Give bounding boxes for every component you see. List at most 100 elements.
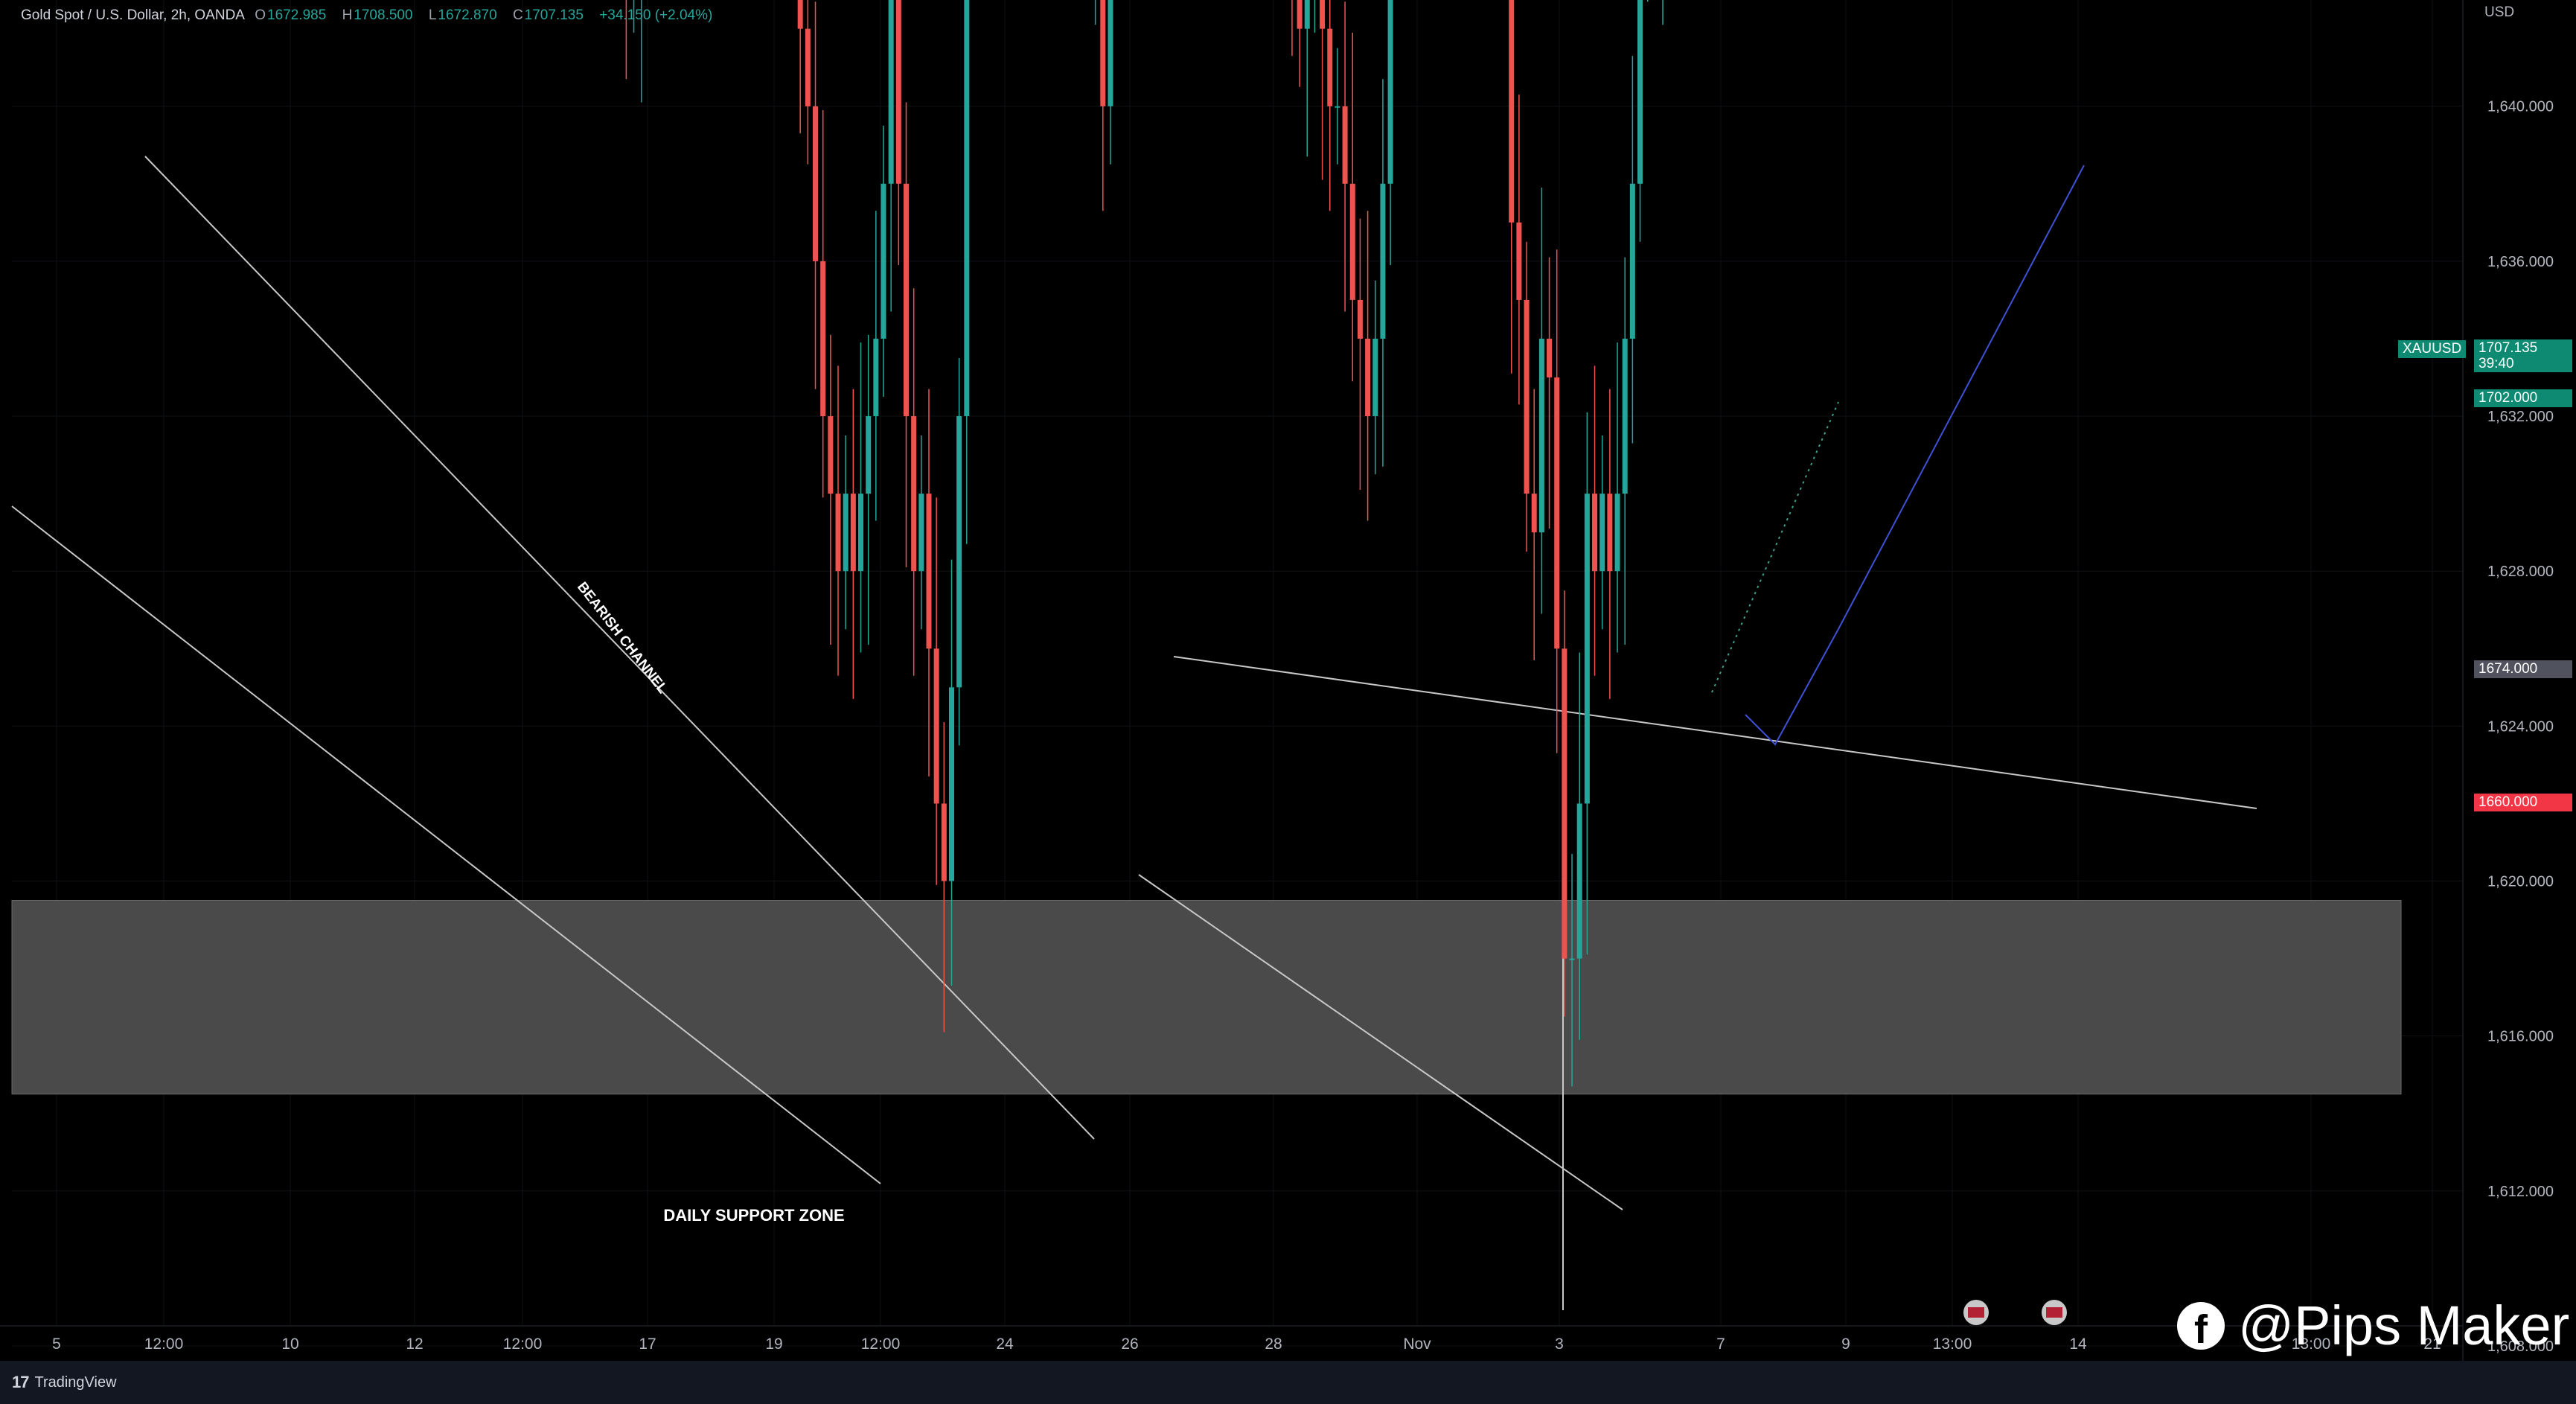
watermark: f @Pips Maker	[2177, 1294, 2569, 1357]
support-zone-label: DAILY SUPPORT ZONE	[663, 1206, 844, 1225]
watermark-text: @Pips Maker	[2238, 1295, 2570, 1356]
y-tick-label: 1,620.000	[2487, 874, 2554, 890]
candle-body	[1516, 222, 1522, 300]
brand-label: TradingView	[34, 1373, 117, 1391]
x-tick-label: 9	[1841, 1336, 1850, 1353]
candle-body	[1335, 106, 1340, 108]
candle-body	[1569, 958, 1575, 960]
x-tick-label: 12:00	[144, 1336, 184, 1353]
candle-body	[904, 183, 910, 417]
footer-bar: 17 TradingView	[0, 1361, 2576, 1404]
symbol-header: Gold Spot / U.S. Dollar, 2h, OANDA O 1672…	[21, 7, 718, 24]
candle-body	[964, 0, 970, 417]
x-tick-label: 19	[765, 1336, 782, 1353]
candle-body	[1547, 338, 1553, 377]
y-tick-label: 1,624.000	[2487, 718, 2554, 735]
candle-body	[1531, 494, 1537, 533]
y-tick-label: 1,616.000	[2487, 1029, 2554, 1045]
candles-layer	[625, 0, 1663, 1087]
currency-label: USD	[2484, 4, 2515, 20]
x-tick-label: 28	[1265, 1336, 1282, 1353]
y-tick-label: 1,612.000	[2487, 1184, 2554, 1200]
low-value: L 1672.870	[428, 7, 497, 23]
candle-body	[1304, 0, 1310, 29]
x-tick-label: 14	[2069, 1336, 2087, 1353]
candle-body	[1509, 0, 1515, 223]
y-tick-label: 1,632.000	[2487, 409, 2554, 425]
candle-body	[850, 494, 856, 572]
x-tick-label: 24	[996, 1336, 1014, 1353]
candle-body	[1327, 28, 1333, 106]
ticker-label: XAUUSD	[2398, 340, 2467, 358]
tradingview-brand[interactable]: 17 TradingView	[12, 1373, 117, 1392]
facebook-icon: f	[2177, 1301, 2225, 1350]
us-flag-icon	[1968, 1307, 1984, 1318]
candle-body	[1387, 0, 1393, 184]
x-tick-label: 12:00	[861, 1336, 901, 1353]
candle-body	[1372, 338, 1378, 417]
candle-body	[1592, 494, 1598, 572]
y-tick-label: 1,636.000	[2487, 254, 2554, 270]
candle-body	[1380, 183, 1386, 339]
price-axis[interactable]: 1,608.000 1,612.000 1,616.000 1,620.000 1,62…	[2462, 0, 2576, 1361]
high-value: H 1708.500	[342, 7, 413, 23]
grid-lines	[12, 0, 2463, 1347]
change-value: +34.150 (+2.04%)	[599, 7, 713, 23]
x-tick-label: 17	[639, 1336, 656, 1353]
position-dotted-line	[1711, 401, 1839, 693]
candle-body	[1365, 338, 1371, 417]
x-tick-label: 12	[406, 1336, 423, 1353]
candle-body	[873, 338, 879, 417]
x-tick-label: 12:00	[503, 1336, 543, 1353]
zones-layer: DAILY SUPPORT ZONE	[11, 900, 2402, 1225]
close-value: C 1707.135	[512, 7, 584, 23]
candle-body	[1554, 377, 1560, 649]
overlay-layer	[1711, 165, 2085, 746]
candle-body	[1607, 494, 1613, 572]
candle-body	[1538, 338, 1544, 533]
candle-body	[1637, 0, 1643, 184]
candle-body	[880, 183, 886, 339]
x-tick-label: 13:00	[2292, 1336, 2331, 1353]
y-tick-label: 1,608.000	[2487, 1338, 2554, 1355]
stop-price-label: 1660.000	[2474, 794, 2572, 811]
candle-body	[805, 28, 811, 106]
channel-label: BEARISH CHANNEL	[574, 579, 671, 697]
candle-body	[941, 803, 947, 881]
symbol-title: Gold Spot / U.S. Dollar, 2h, OANDA	[21, 7, 245, 23]
trendline	[1138, 874, 1623, 1210]
price-chart[interactable]: DAILY SUPPORT ZONE BEARISH CHANNEL 1,608…	[0, 0, 2576, 1361]
candle-body	[828, 416, 834, 494]
time-axis[interactable]: 5 12:00 10 12 12:00 17 19 12:00 24 26 28 Nov 3 7 9 13:0…	[0, 1300, 2463, 1353]
candle-body	[866, 416, 872, 494]
open-value: O 1672.985	[255, 7, 327, 23]
candle-body	[843, 494, 848, 572]
bar-countdown: 39:40	[2478, 356, 2514, 371]
trendline	[11, 505, 881, 1184]
candle-body	[911, 416, 917, 572]
candle-body	[835, 494, 841, 572]
candle-body	[926, 494, 932, 649]
last-price-label: 1707.135 39:40	[2474, 339, 2572, 372]
candle-body	[1614, 494, 1620, 572]
projected-path	[1745, 165, 2085, 746]
y-tick-label: 1,640.000	[2487, 99, 2554, 115]
candle-body	[1622, 338, 1628, 494]
candle-body	[1576, 803, 1582, 959]
candle-body	[1349, 183, 1355, 300]
us-flag-icon	[2046, 1307, 2062, 1318]
y-tick-label: 1,628.000	[2487, 564, 2554, 580]
candle-body	[1584, 494, 1590, 804]
candle-body	[948, 687, 954, 881]
candle-body	[895, 0, 901, 184]
tradingview-logo-icon: 17	[12, 1373, 30, 1391]
x-tick-label: Nov	[1403, 1336, 1431, 1353]
support-zone	[11, 900, 2402, 1095]
candle-body	[797, 0, 803, 29]
candle-body	[813, 106, 819, 261]
candle-body	[918, 494, 924, 572]
candle-body	[1562, 648, 1567, 959]
candle-body	[1100, 0, 1106, 106]
candle-body	[858, 494, 864, 572]
x-tick-label: 5	[52, 1336, 61, 1353]
